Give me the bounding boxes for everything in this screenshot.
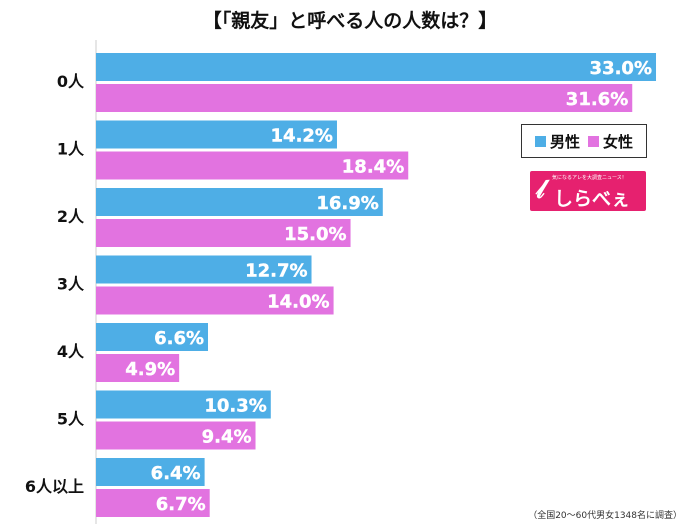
logo-text: しらべぇ [554, 188, 631, 210]
legend: 男性 女性 [521, 124, 647, 158]
data-label-male: 12.7% [245, 261, 307, 282]
bar-male [96, 53, 657, 81]
data-label-male: 6.6% [154, 328, 204, 349]
data-label-female: 4.9% [125, 359, 175, 380]
chart-title: 【「親友」と呼べる人の人数は？】 [202, 10, 498, 32]
data-label-male: 33.0% [590, 58, 652, 79]
footnote: （全国20〜60代男女1348名に調査） [528, 511, 682, 521]
category-label: 5人 [57, 410, 85, 429]
legend-item-male: 男性 [534, 131, 580, 152]
logo-tagline: 気になるアレを大調査ニュース！ [552, 175, 627, 181]
category-label: 6人以上 [25, 477, 84, 496]
bar-male [96, 323, 209, 351]
bar-male [96, 255, 312, 284]
data-label-female: 6.7% [156, 494, 206, 515]
data-label-female: 14.0% [267, 292, 329, 313]
category-label: 2人 [57, 207, 85, 226]
legend-label-female: 女性 [603, 132, 634, 151]
bar-male [96, 188, 383, 216]
data-label-female: 31.6% [566, 89, 628, 110]
legend-label-male: 男性 [549, 132, 580, 151]
legend-item-female: 女性 [588, 131, 633, 152]
data-label-female: 15.0% [284, 224, 346, 245]
bar-female [96, 151, 409, 180]
category-label: 4人 [57, 342, 85, 361]
bar-female [96, 84, 633, 112]
category-label: 0人 [57, 72, 85, 91]
bar-female [96, 489, 210, 517]
data-label-male: 16.9% [316, 193, 378, 214]
data-label-female: 9.4% [202, 427, 252, 448]
shirabee-logo: 気になるアレを大調査ニュース！ 𝓁 しらべぇ [530, 171, 646, 211]
data-label-male: 6.4% [151, 463, 201, 484]
category-label: 1人 [57, 140, 85, 159]
bar-male [96, 458, 205, 486]
legend-swatch-female [588, 135, 599, 147]
category-label: 3人 [57, 275, 85, 294]
bar-female [96, 354, 180, 382]
bar-male [96, 120, 337, 149]
bar-female [96, 421, 256, 450]
data-label-male: 10.3% [204, 396, 266, 417]
logo-mark-icon: 𝓁 [536, 175, 545, 205]
bar-female [96, 286, 334, 315]
legend-swatch-male [534, 135, 546, 147]
data-label-male: 14.2% [271, 126, 333, 147]
bar-male [96, 390, 271, 419]
bar-female [96, 219, 351, 247]
data-label-female: 18.4% [342, 157, 404, 178]
